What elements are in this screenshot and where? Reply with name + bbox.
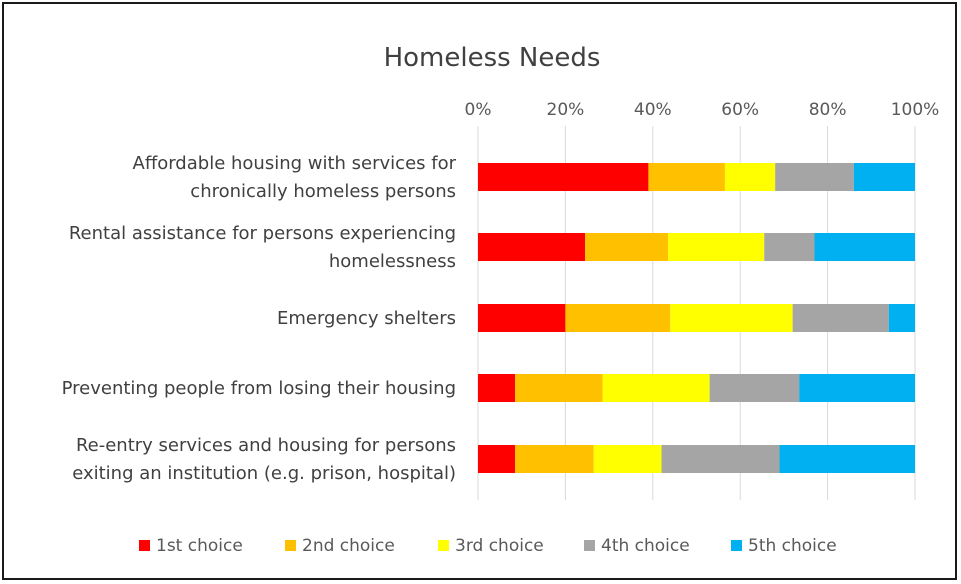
legend-swatch <box>285 540 296 551</box>
bar-segment <box>593 445 662 473</box>
bar-segment <box>585 233 669 261</box>
legend-label: 4th choice <box>601 536 690 556</box>
stacked-bar-chart: Homeless Needs 0% 20% 40% 60% 80% 100% Afford… <box>62 43 940 556</box>
x-tick-label: 100% <box>891 100 940 120</box>
legend-label: 3rd choice <box>455 536 544 556</box>
legend-swatch <box>584 540 595 551</box>
chart-title: Homeless Needs <box>384 43 601 73</box>
legend-label: 5th choice <box>748 536 837 556</box>
x-tick-label: 80% <box>809 100 847 120</box>
legend: 1st choice 2nd choice 3rd choice 4th choice… <box>139 536 837 556</box>
bar-segment <box>648 163 725 191</box>
x-tick-label: 0% <box>465 100 492 120</box>
bar-segment <box>775 163 854 191</box>
bar-segment <box>724 163 776 191</box>
x-tick-label: 40% <box>634 100 672 120</box>
bars <box>478 163 915 473</box>
bar-segment <box>478 233 586 261</box>
bar-segment <box>478 445 516 473</box>
bar-segment <box>779 445 915 473</box>
category-label: Emergency shelters <box>277 308 456 329</box>
bar-segment <box>478 163 649 191</box>
bar-segment <box>764 233 815 261</box>
category-label: chronically homeless persons <box>190 181 456 202</box>
bar-segment <box>792 304 889 332</box>
category-label: exiting an institution (e.g. prison, hos… <box>72 463 456 484</box>
bar-segment <box>709 374 800 402</box>
bar-segment <box>670 304 793 332</box>
category-labels: Affordable housing with services for chro… <box>62 153 457 484</box>
bar-segment <box>799 374 915 402</box>
bar-segment <box>853 163 915 191</box>
bar-segment <box>814 233 915 261</box>
category-label: Re-entry services and housing for person… <box>76 435 456 456</box>
category-label: Preventing people from losing their hous… <box>62 378 456 399</box>
legend-label: 1st choice <box>156 536 243 556</box>
category-label: Affordable housing with services for <box>133 153 457 174</box>
bar-segment <box>602 374 710 402</box>
bar-segment <box>661 445 780 473</box>
x-tick-label: 20% <box>547 100 585 120</box>
legend-swatch <box>139 540 150 551</box>
x-tick-label: 60% <box>721 100 759 120</box>
bar-segment <box>478 304 566 332</box>
bar-segment <box>565 304 671 332</box>
bar-segment <box>515 374 603 402</box>
bar-segment <box>515 445 594 473</box>
x-axis-ticks: 0% 20% 40% 60% 80% 100% <box>465 100 940 120</box>
bar-segment <box>668 233 765 261</box>
category-label: Rental assistance for persons experienci… <box>69 223 456 244</box>
bar-segment <box>478 374 516 402</box>
bar-segment <box>888 304 915 332</box>
legend-label: 2nd choice <box>302 536 395 556</box>
legend-swatch <box>438 540 449 551</box>
legend-swatch <box>731 540 742 551</box>
category-label: homelessness <box>329 251 456 272</box>
